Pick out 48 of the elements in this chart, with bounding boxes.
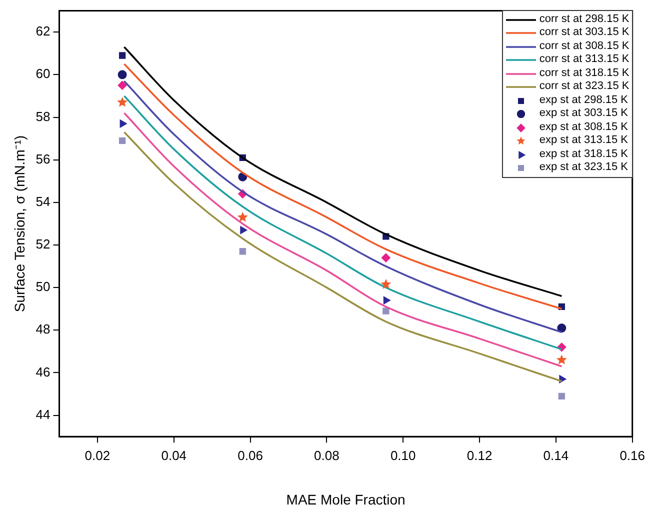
legend-label: corr st at 303.15 K xyxy=(539,26,630,40)
x-tick-label: 0.12 xyxy=(466,448,492,463)
legend-label: corr st at 308.15 K xyxy=(539,40,630,54)
legend-label: exp st at 303.15 K xyxy=(539,107,628,121)
point xyxy=(380,278,392,289)
y-tick-label: 46 xyxy=(36,364,50,380)
y-tick-label: 60 xyxy=(36,66,50,82)
y-tick-label: 56 xyxy=(36,151,50,166)
x-tick-label: 0.16 xyxy=(620,448,646,463)
point xyxy=(556,354,567,364)
point xyxy=(118,52,126,59)
point xyxy=(239,248,246,255)
point xyxy=(118,80,127,90)
x-tick-label: 0.04 xyxy=(161,448,187,463)
y-tick-label: 62 xyxy=(36,24,50,39)
point xyxy=(240,226,248,234)
legend-label: corr st at 318.15 K xyxy=(539,66,630,80)
point xyxy=(383,296,390,304)
point xyxy=(557,324,566,333)
legend-label: exp st at 298.15 K xyxy=(539,94,628,108)
legend-label: exp st at 313.15 K xyxy=(539,134,628,148)
y-tick-label: 44 xyxy=(36,406,50,422)
legend-label: corr st at 313.15 K xyxy=(539,53,630,67)
point xyxy=(118,70,127,80)
point xyxy=(381,253,390,262)
point xyxy=(120,120,127,128)
legend-label: exp st at 308.15 K xyxy=(539,120,628,134)
y-tick-label: 48 xyxy=(36,322,50,337)
x-tick-label: 0.06 xyxy=(238,448,263,463)
x-tick-label: 0.02 xyxy=(84,448,110,463)
x-tick-label: 0.08 xyxy=(314,448,340,463)
legend-label: corr st at 298.15 K xyxy=(539,12,630,26)
legend-label: exp st at 323.15 K xyxy=(539,161,628,175)
point xyxy=(117,96,128,107)
x-tick-label: 0.14 xyxy=(543,448,569,463)
y-tick-label: 52 xyxy=(36,236,50,252)
point xyxy=(118,137,126,144)
y-tick-label: 54 xyxy=(36,194,50,209)
y-tick-label: 58 xyxy=(36,108,50,124)
x-tick-label: 0.10 xyxy=(390,448,416,463)
y-tick-label: 50 xyxy=(36,279,50,294)
point xyxy=(382,308,390,314)
x-axis-title: MAE Mole Fraction xyxy=(286,491,406,508)
legend-label: corr st at 323.15 K xyxy=(539,80,630,94)
point xyxy=(558,392,565,400)
point xyxy=(237,212,248,222)
y-axis-title: Surface Tension, σ (mN.m⁻¹) xyxy=(11,135,28,312)
legend-label: exp st at 318.15 K xyxy=(539,148,628,162)
